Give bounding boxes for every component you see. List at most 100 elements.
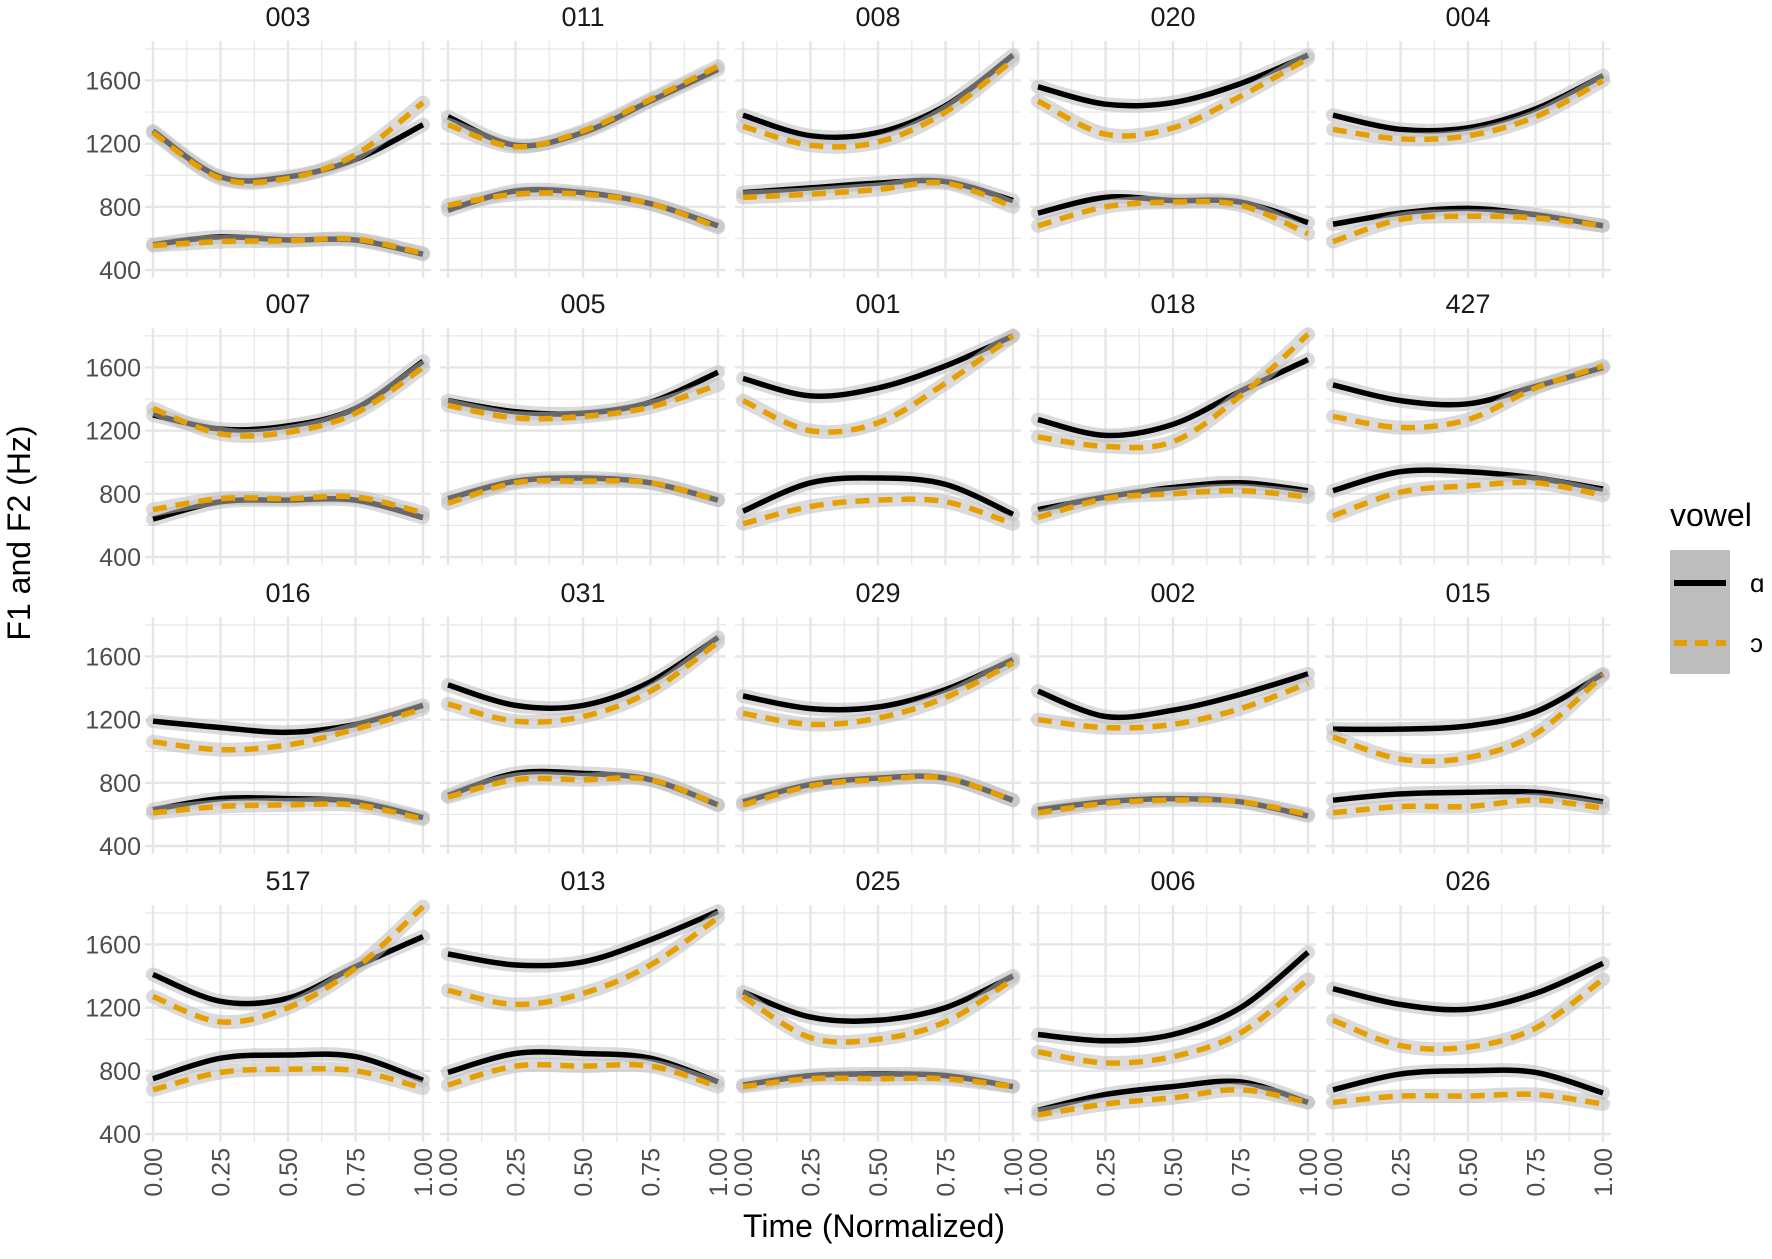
facet-panel-031: 031 [440,578,726,854]
y-tick-label: 1600 [85,67,141,95]
facet-title-013: 013 [560,866,605,896]
series-a-F1-026 [1332,1067,1604,1096]
legend-title: vowel [1670,497,1752,533]
series-open-o-F1-031 [447,775,719,808]
x-tick-label: 0.75 [638,1148,666,1197]
y-tick-label: 400 [99,544,141,572]
x-tick-label: 0.50 [1455,1148,1483,1197]
ribbon-o-F1-002 [1031,792,1315,822]
facet-title-029: 029 [855,578,900,608]
series-a-F2-001 [742,333,1015,399]
facet-panel-016: 016 400 800 1200 1600 [85,578,431,861]
series-open-o-F2-011 [447,63,720,150]
series-open-o-F2-013 [447,915,720,1008]
facet-panel-005: 005 [440,289,726,565]
series-open-o-F1-005 [447,477,719,506]
facet-panel-025: 025 0.00 0.25 0.50 0.75 1.00 [730,866,1028,1197]
series-open-o-F1-007 [152,493,424,516]
x-tick-label: 0.50 [275,1148,303,1197]
facet-panel-003: 003 400 800 1200 1600 [85,2,431,285]
series-a-F1-001 [741,475,1015,517]
series-open-o-F1-020 [1037,198,1310,237]
x-tick-label: 0.50 [570,1148,598,1197]
y-tick-label: 1600 [85,931,141,959]
x-tick-label: 1.00 [410,1148,438,1197]
y-tick-label: 1600 [85,354,141,382]
y-tick-label: 800 [99,770,141,798]
ribbon-o-F2-002 [1031,676,1315,735]
facet-panel-026: 026 0.00 0.25 0.50 0.75 1.00 [1320,866,1618,1197]
series-open-o-F1-427 [1332,479,1604,519]
y-tick-label: 400 [99,257,141,285]
series-open-o-F2-018 [1037,332,1310,451]
y-tick-label: 800 [99,1058,141,1086]
x-tick-label: 0.00 [1320,1148,1348,1197]
series-open-o-F2-025 [741,976,1015,1045]
series-open-o-F2-031 [447,640,720,725]
facet-title-026: 026 [1445,866,1490,896]
x-tick-label: 0.00 [140,1148,168,1197]
facet-title-011: 011 [561,2,604,32]
x-tick-label: 0.25 [503,1148,531,1197]
y-tick-label: 400 [99,1121,141,1149]
series-open-o-F1-517 [152,1066,424,1093]
ribbon-o-F1-008 [736,175,1020,214]
series-a-F2-025 [742,973,1015,1024]
x-tick-label: 0.75 [1228,1148,1256,1197]
legend-label-open-o: ɔ [1750,628,1763,658]
x-tick-label: 0.50 [865,1148,893,1197]
series-open-o-F2-005 [447,382,719,422]
x-tick-label: 0.00 [730,1148,758,1197]
facet-panel-427: 427 [1325,289,1611,565]
series-open-o-F2-015 [1332,673,1605,765]
ribbon-o-F1-003 [146,231,430,261]
facet-title-005: 005 [560,289,605,319]
facet-panel-013: 013 0.00 0.25 0.50 0.75 1.00 [435,866,733,1197]
ribbon-o-F1-016 [146,796,430,827]
x-tick-label: 0.00 [1025,1148,1053,1197]
series-a-F2-020 [1037,52,1310,109]
facet-title-001: 001 [855,289,900,319]
y-tick-label: 1200 [85,418,141,446]
series-open-o-F1-029 [742,773,1014,808]
series-open-o-F1-018 [1037,487,1309,521]
ribbon-o-F1-025 [736,1071,1020,1094]
series-open-o-F2-029 [742,660,1015,728]
facet-title-031: 031 [560,578,605,608]
series-open-o-F2-517 [151,904,425,1025]
ribbon-o-F1-015 [1326,793,1610,820]
series-open-o-F2-001 [741,333,1015,435]
facet-title-002: 002 [1150,578,1195,608]
x-axis-title: Time (Normalized) [743,1208,1005,1244]
ribbon-o-F1-026 [1326,1087,1610,1111]
facet-title-517: 517 [265,866,310,896]
legend: vowel ɑɔ [1670,497,1764,674]
y-tick-label: 1200 [85,131,141,159]
facet-panel-002: 002 [1030,578,1316,854]
x-tick-label: 0.75 [933,1148,961,1197]
facet-title-008: 008 [855,2,900,32]
facet-title-015: 015 [1445,578,1490,608]
facet-title-003: 003 [265,2,310,32]
y-tick-label: 800 [99,194,141,222]
facet-title-007: 007 [265,289,310,319]
facet-panel-020: 020 [1030,2,1316,278]
facet-title-006: 006 [1150,866,1195,896]
series-open-o-F2-008 [742,57,1015,150]
facet-title-020: 020 [1150,2,1195,32]
series-a-F1-517 [152,1051,424,1083]
series-open-o-F2-026 [1332,976,1605,1052]
x-tick-label: 0.25 [798,1148,826,1197]
series-open-o-F2-004 [1332,78,1605,143]
y-tick-label: 1200 [85,995,141,1023]
series-open-o-F1-011 [447,190,719,230]
facet-title-016: 016 [265,578,310,608]
x-tick-label: 1.00 [1295,1148,1323,1197]
x-tick-label: 0.25 [1093,1148,1121,1197]
series-open-o-F1-001 [742,496,1014,527]
y-tick-label: 800 [99,481,141,509]
facet-title-025: 025 [855,866,900,896]
series-a-F1-015 [1332,788,1604,805]
